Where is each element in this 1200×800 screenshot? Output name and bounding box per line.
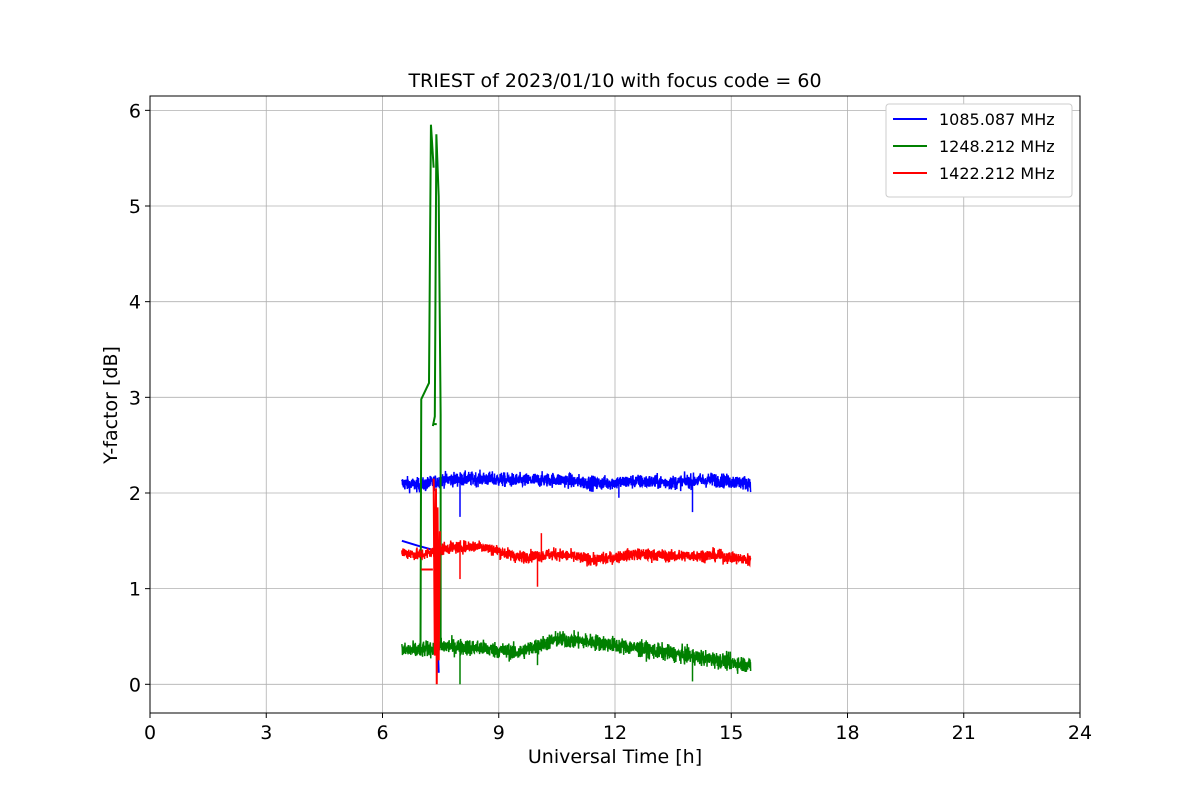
legend: 1085.087 MHz 1248.212 MHz 1422.212 MHz [885,103,1073,198]
x-tick-label: 9 [493,722,505,744]
x-tick-label: 21 [952,722,976,744]
y-tick-label: 0 [129,674,141,696]
legend-label: 1248.212 MHz [939,137,1055,156]
series-line [401,540,752,568]
grid [149,96,1081,713]
series-line [401,630,752,674]
series-2 [401,124,752,685]
chart-title: TRIEST of 2023/01/10 with focus code = 6… [407,70,821,92]
y-tick-label: 1 [129,579,141,601]
x-tick-label: 18 [835,722,859,744]
y-axis-label: Y-factor [dB] [100,346,122,465]
y-tick-label: 2 [129,483,141,505]
series-line [401,469,752,494]
y-axis: 0 1 2 3 4 5 6 [129,100,150,696]
legend-label: 1422.212 MHz [939,164,1055,183]
x-tick-label: 3 [260,722,272,744]
x-tick-label: 0 [144,722,156,744]
y-tick-label: 4 [129,292,141,314]
series-3 [401,478,752,685]
y-tick-label: 3 [129,387,141,409]
plot-area [401,124,752,685]
legend-box [885,103,1073,198]
series-segment [419,124,435,656]
x-tick-label: 12 [603,722,627,744]
series-segment [431,134,442,427]
series-segment [432,478,441,685]
x-tick-label: 6 [376,722,388,744]
y-tick-label: 6 [129,100,141,122]
y-tick-label: 5 [129,196,141,218]
x-axis-label: Universal Time [h] [528,746,702,768]
legend-label: 1085.087 MHz [939,110,1055,129]
x-axis: 0 3 6 9 12 15 18 21 24 [144,713,1092,744]
x-tick-label: 15 [719,722,743,744]
x-tick-label: 24 [1068,722,1092,744]
